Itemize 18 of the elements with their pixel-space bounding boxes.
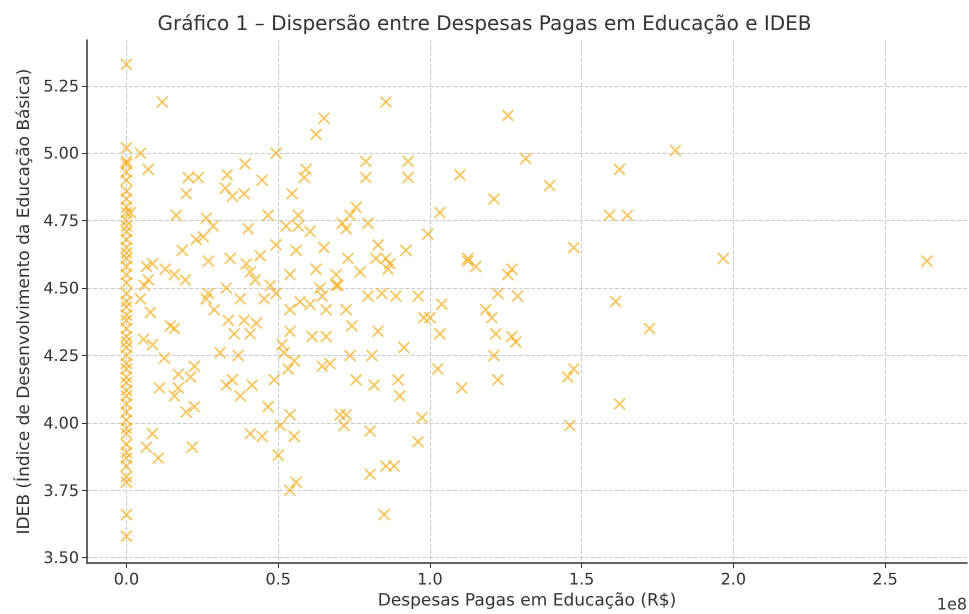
y-tick-label: 4.75 (43, 211, 79, 230)
y-tick-label: 4.25 (43, 346, 79, 365)
y-tick-label: 5.25 (43, 76, 79, 96)
x-tick-label: 0.0 (114, 570, 140, 589)
y-tick-label: 3.50 (43, 548, 79, 568)
x-tick-label: 0.5 (265, 570, 291, 589)
x-axis-title: Despesas Pagas em Educação (R$) (378, 590, 676, 610)
y-tick-label: 5.00 (43, 144, 79, 163)
chart-title: Gráfico 1 – Dispersão entre Despesas Pagas em Educação e IDEB (157, 11, 812, 35)
y-axis-title: IDEB (Índice de Desenvolvimento da Educação Básica) (12, 68, 34, 534)
y-tick-label: 3.75 (43, 480, 79, 500)
x-tick-label: 2.5 (872, 570, 898, 589)
x-tick-label: 1.0 (417, 570, 443, 589)
y-tick-label: 4.50 (43, 278, 79, 298)
x-tick-label: 2.0 (720, 570, 746, 589)
text: 1e8 (936, 594, 967, 614)
x-tick-label: 1.5 (568, 570, 594, 589)
y-tick-label: 4.00 (43, 413, 79, 432)
